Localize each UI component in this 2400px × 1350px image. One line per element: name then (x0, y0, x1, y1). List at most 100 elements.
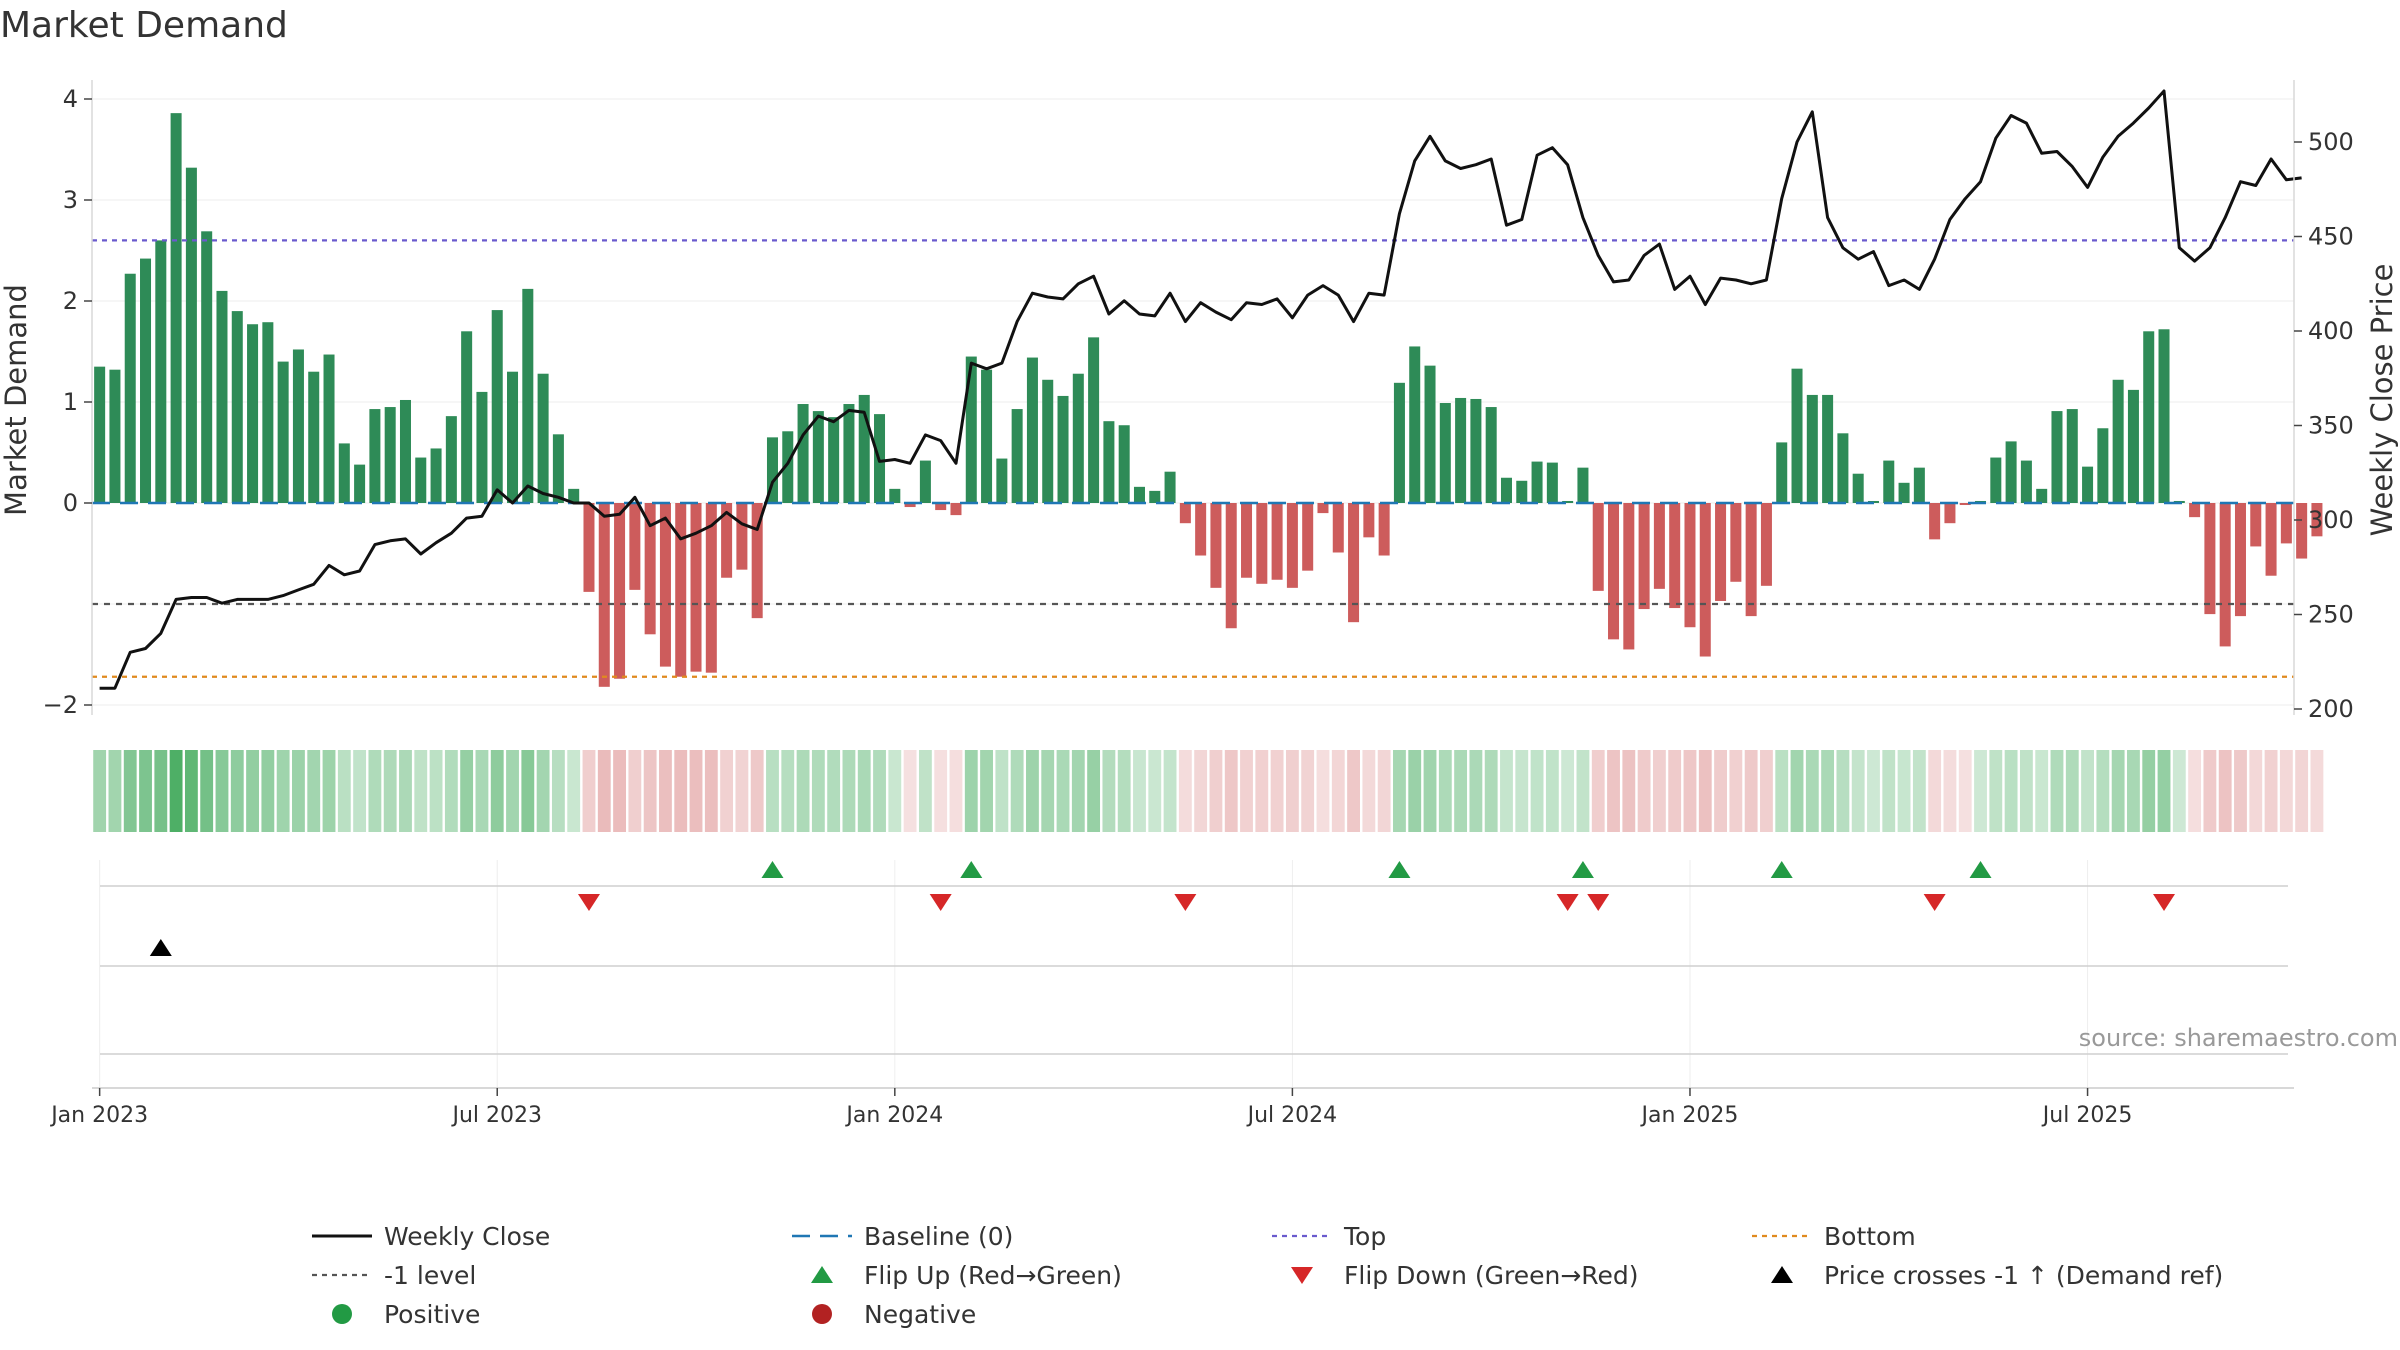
demand-bar-positive (1409, 346, 1421, 503)
demand-bar-positive (415, 457, 427, 503)
demand-bar-positive (1883, 460, 1895, 503)
legend-swatch (1771, 1266, 1793, 1283)
demand-bar-negative (1210, 503, 1222, 588)
heat-cell (536, 750, 550, 832)
demand-bar-negative (2265, 503, 2277, 576)
y-tick-label: −2 (43, 691, 78, 719)
heat-cell (1805, 750, 1819, 832)
legend-item-positive: Positive (332, 1300, 480, 1329)
heat-cell (628, 750, 642, 832)
demand-bar-negative (2250, 503, 2262, 547)
heat-cell (154, 750, 168, 832)
demand-bar-negative (675, 503, 687, 677)
demand-bar-negative (1179, 503, 1191, 524)
demand-bar-positive (1546, 462, 1558, 503)
heat-cell (93, 750, 107, 832)
y2-tick-label: 450 (2308, 223, 2354, 251)
legend-label: -1 level (384, 1261, 476, 1290)
flip-up-marker (1770, 861, 1793, 878)
axes: 4 3 2 1 0 −2 500 450 400 350 300 250 200 Market Deman… (0, 80, 2399, 723)
heat-cell (1362, 750, 1376, 832)
demand-bar-positive (552, 434, 564, 503)
y-axis-label: Market Demand (0, 284, 33, 516)
demand-bars (94, 113, 2323, 687)
heat-cell (689, 750, 703, 832)
heat-cell (750, 750, 764, 832)
price-cross-marker (149, 939, 172, 956)
heat-cell (1515, 750, 1529, 832)
heat-cell (1652, 750, 1666, 832)
demand-bar-positive (308, 371, 320, 503)
heat-cell (1576, 750, 1590, 832)
heat-cell (1591, 750, 1605, 832)
heat-cell (980, 750, 993, 832)
demand-bar-negative (1653, 503, 1665, 589)
heat-cell (1316, 750, 1330, 832)
demand-bar-positive (140, 258, 152, 503)
heat-cell (2142, 750, 2156, 832)
demand-bar-positive (109, 369, 121, 503)
demand-bar-positive (247, 324, 259, 503)
heat-cell (2310, 750, 2324, 832)
flip-down-marker (929, 894, 952, 911)
legend-item-cross: Price crosses -1 ↑ (Demand ref) (1771, 1261, 2223, 1290)
heat-cell (322, 750, 336, 832)
demand-bar-positive (828, 417, 840, 503)
demand-bar-negative (935, 503, 947, 511)
demand-bar-positive (262, 322, 274, 503)
demand-bar-negative (644, 503, 656, 635)
demand-bar-positive (843, 404, 855, 503)
legend-item-baseline: Baseline (0) (792, 1222, 1013, 1251)
y2-tick-label: 250 (2308, 601, 2354, 629)
heat-cell (1607, 750, 1620, 832)
heat-cell (1133, 750, 1146, 832)
demand-bar-positive (2082, 466, 2094, 503)
legend: Weekly Close Baseline (0) Top Bottom -1 leve… (312, 1222, 2223, 1329)
demand-bar-positive (216, 290, 228, 503)
heat-cell (1454, 750, 1468, 832)
heat-cell (1821, 750, 1835, 832)
flip-up-marker (761, 861, 784, 878)
heat-cell (1178, 750, 1192, 832)
demand-bar-negative (2296, 503, 2308, 559)
heat-cell (521, 750, 535, 832)
demand-heat-strip (93, 750, 2324, 832)
demand-bar-positive (491, 310, 503, 503)
demand-bar-positive (1531, 461, 1543, 503)
demand-bar-negative (1684, 503, 1696, 628)
demand-bar-negative (2204, 503, 2216, 615)
legend-item-close: Weekly Close (312, 1222, 550, 1251)
demand-bar-positive (384, 407, 396, 503)
heat-cell (2295, 750, 2309, 832)
demand-bar-positive (1026, 357, 1038, 503)
heat-cell (796, 750, 810, 832)
legend-label: Baseline (0) (864, 1222, 1013, 1251)
heat-cell (1438, 750, 1452, 832)
heat-cell (1943, 750, 1957, 832)
heat-cell (1117, 750, 1131, 832)
heat-cell (169, 750, 183, 832)
heat-cell (1087, 750, 1101, 832)
legend-item-minus-one: -1 level (312, 1261, 476, 1290)
demand-bar-positive (2097, 428, 2109, 503)
heat-cell (246, 750, 259, 832)
demand-bar-negative (1332, 503, 1344, 553)
heat-cell (1255, 750, 1269, 832)
demand-bar-positive (981, 369, 993, 503)
demand-bar-negative (736, 503, 748, 570)
x-tick-label: Jul 2025 (2041, 1103, 2133, 1128)
legend-label: Flip Up (Red→Green) (864, 1261, 1122, 1290)
heat-cell (383, 750, 397, 832)
heat-cell (2264, 750, 2278, 832)
heat-cell (1928, 750, 1942, 832)
x-axis: Jan 2023 Jul 2023 Jan 2024 Jul 2024 Jan 2025… (49, 1087, 2294, 1128)
demand-bar-positive (292, 349, 304, 503)
heat-cell (139, 750, 152, 832)
legend-swatch (811, 1266, 833, 1283)
y2-axis-label: Weekly Close Price (2365, 264, 2399, 537)
legend-item-negative: Negative (812, 1300, 976, 1329)
heat-cell (1377, 750, 1391, 832)
demand-bar-negative (1302, 503, 1314, 571)
demand-bar-negative (1760, 503, 1772, 586)
heat-cell (1958, 750, 1972, 832)
